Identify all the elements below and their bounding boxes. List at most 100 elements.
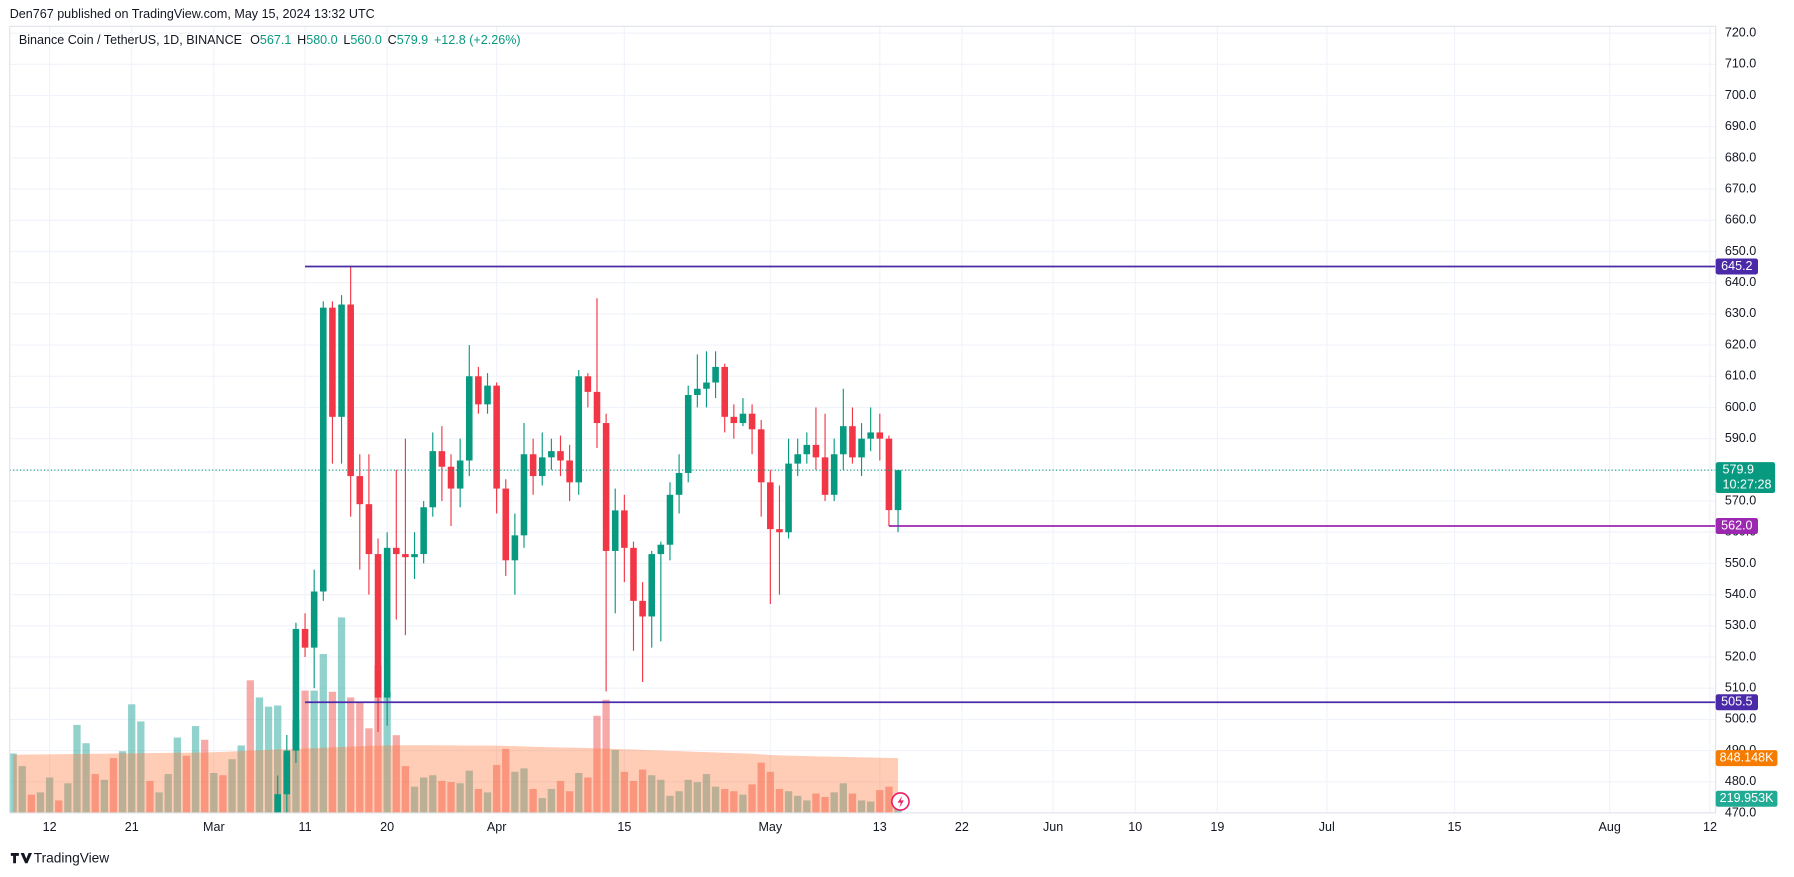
candle-body	[402, 554, 409, 558]
volume-bar	[146, 780, 154, 813]
volume-bar	[511, 771, 519, 813]
volume-bar	[766, 771, 774, 813]
volume-bar	[547, 788, 556, 813]
alert-bolt[interactable]	[897, 795, 904, 808]
volume-bar	[830, 792, 838, 813]
candle-body	[666, 494, 674, 545]
volume-bar	[885, 786, 893, 813]
volume-bar	[82, 743, 90, 813]
y-tick-label: 710.0	[1725, 57, 1756, 71]
x-tick-label: 15	[617, 820, 631, 834]
volume-bar	[657, 779, 665, 813]
candle-body	[794, 454, 801, 464]
candle-body	[721, 366, 728, 417]
x-tick-label: 15	[1448, 820, 1462, 834]
volume-bar	[684, 779, 692, 813]
volume-bar	[638, 769, 647, 813]
volume-bar	[757, 762, 765, 813]
volume-bar	[420, 777, 428, 813]
x-tick-label: 12	[1703, 820, 1717, 834]
volume-label-box	[1715, 790, 1778, 807]
candle-body	[621, 510, 628, 548]
candle-body	[438, 451, 446, 467]
volume-label-box	[1715, 750, 1778, 767]
y-tick-label: 690.0	[1725, 119, 1756, 133]
y-tick-label: 650.0	[1725, 244, 1756, 258]
volume-bar	[36, 792, 45, 813]
volume-bar	[821, 796, 829, 813]
y-tick-label: 610.0	[1725, 369, 1756, 383]
candle-body	[785, 463, 792, 533]
volume-bar	[18, 766, 26, 813]
x-tick-label: Apr	[487, 820, 507, 834]
last-price-label: 579.9	[1723, 462, 1754, 476]
candle-body	[429, 451, 437, 508]
volume-bar	[711, 786, 720, 813]
alert-icon[interactable]	[891, 792, 910, 811]
volume-bar	[319, 654, 327, 813]
x-tick-label: 20	[380, 820, 394, 834]
candle-body	[356, 476, 364, 505]
candle-body	[757, 429, 765, 483]
volume-bar	[246, 680, 254, 813]
volume-bar	[374, 665, 382, 813]
legend: Binance Coin / TetherUS, 1D, BINANCE O56…	[19, 33, 521, 47]
candle-body	[502, 488, 510, 561]
volume-bar	[191, 726, 200, 813]
volume-bar	[164, 774, 172, 813]
candle-body	[867, 432, 874, 439]
last-price-box	[1715, 462, 1776, 494]
candle-body	[675, 472, 683, 495]
candle-body	[465, 376, 473, 461]
volume-label: 219.953K	[1720, 791, 1774, 805]
volume-bar	[383, 691, 391, 813]
volume-ma-area	[13, 745, 899, 813]
candle-body	[511, 535, 519, 561]
candle-body	[310, 591, 318, 648]
volume-bar	[91, 774, 99, 813]
candle-body	[885, 438, 893, 511]
volume-bar	[648, 775, 656, 813]
volume-bar	[64, 783, 72, 813]
volume-bar	[492, 764, 501, 813]
volume-bar	[219, 775, 227, 813]
price-pane	[9, 265, 1716, 813]
volume-bar	[620, 771, 629, 813]
candle-body	[475, 376, 482, 405]
volume-bar	[45, 777, 54, 813]
candle-body	[584, 376, 592, 392]
price-label-box	[1715, 694, 1758, 711]
candle-body	[739, 413, 747, 424]
x-tick-label: May	[758, 820, 782, 834]
candle-body	[292, 628, 300, 751]
candle-body	[557, 451, 564, 461]
x-tick-label: 11	[299, 820, 312, 834]
candle-body	[493, 385, 500, 489]
volume-bar	[520, 768, 528, 813]
y-tick-label: 470.0	[1725, 805, 1756, 819]
price-label-box	[1715, 258, 1758, 275]
candle-body	[484, 385, 491, 405]
volume-bar	[337, 617, 346, 813]
candle-body	[611, 510, 619, 551]
candle-body	[684, 394, 692, 473]
legend-key: C	[388, 33, 397, 47]
volume-bar	[666, 795, 674, 813]
candle-body	[411, 554, 418, 558]
volume-bar	[538, 798, 546, 813]
candle-body	[840, 426, 847, 455]
volume-bar	[173, 737, 181, 813]
volume-bar	[803, 800, 811, 813]
x-tick-label: Jun	[1043, 820, 1063, 834]
volume-bar	[867, 801, 875, 813]
candle-body	[803, 444, 811, 455]
legend-value: 567.1	[260, 33, 291, 47]
volume-bar	[264, 706, 273, 813]
x-tick-label: Jul	[1319, 820, 1335, 834]
price-label-box	[1715, 517, 1758, 535]
volume-bar	[228, 759, 236, 813]
countdown-label: 10:27:28	[1723, 477, 1772, 491]
volume-bar	[502, 748, 510, 813]
y-tick-label: 700.0	[1725, 88, 1756, 102]
